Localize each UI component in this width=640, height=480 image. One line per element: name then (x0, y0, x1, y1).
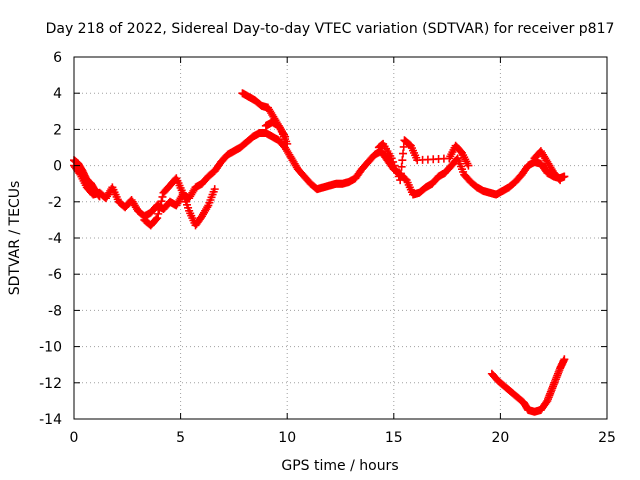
data-point-fill (157, 197, 166, 206)
chart-title: Day 218 of 2022, Sidereal Day-to-day VTE… (46, 21, 615, 37)
data-point (95, 192, 104, 201)
y-tick-label: 4 (53, 86, 62, 102)
x-tick-label: 0 (70, 430, 79, 446)
y-tick-label: 6 (53, 50, 62, 66)
y-tick-label: -2 (48, 195, 62, 211)
data-point (281, 132, 290, 141)
data-point-fill (280, 130, 289, 139)
data-point (153, 214, 162, 223)
data-point (464, 161, 473, 170)
x-axis-label: GPS time / hours (281, 458, 398, 474)
data-point-fill (203, 203, 212, 212)
x-tick-label: 5 (176, 430, 185, 446)
data-point-fill (555, 174, 564, 183)
data-point-fill (154, 209, 163, 218)
y-tick-label: -6 (48, 267, 62, 283)
data-point-fill (389, 157, 398, 166)
y-tick-label: 0 (53, 159, 62, 175)
plot-frame (73, 56, 608, 420)
data-series (374, 136, 473, 185)
y-tick-label: -8 (48, 303, 62, 319)
data-series (70, 156, 104, 201)
data-series (530, 147, 565, 185)
data-point-fill (155, 205, 164, 214)
y-tick-label: -10 (39, 340, 62, 356)
data-point (210, 185, 219, 194)
x-tick-label: 20 (491, 430, 509, 446)
data-point-fill (152, 215, 161, 224)
data-point (560, 172, 569, 181)
y-tick-label: 2 (53, 122, 62, 138)
data-point (556, 176, 565, 185)
data-point-fill (156, 201, 165, 210)
data-series (487, 355, 569, 416)
y-axis-label: SDTVAR / TECUs (7, 181, 23, 296)
grid (74, 57, 607, 419)
y-tick-label: -4 (48, 231, 62, 247)
data-series (70, 129, 569, 221)
data-point-fill (391, 165, 400, 174)
data-point-fill (390, 161, 399, 170)
data-point (283, 139, 292, 148)
data-points (70, 89, 569, 416)
data-point-fill (158, 192, 167, 201)
axis-ticks: 0 5 10 15 20 25 -14 -12 -10 -8 -6 -4 -2 0 2 4 6 (39, 50, 616, 446)
data-series (140, 174, 219, 230)
y-tick-label: -14 (39, 412, 62, 428)
data-point (560, 355, 569, 364)
x-tick-label: 10 (278, 430, 296, 446)
y-tick-label: -12 (39, 376, 62, 392)
x-tick-label: 15 (385, 430, 403, 446)
data-point (387, 154, 396, 163)
x-tick-label: 25 (598, 430, 616, 446)
data-series (261, 118, 290, 141)
